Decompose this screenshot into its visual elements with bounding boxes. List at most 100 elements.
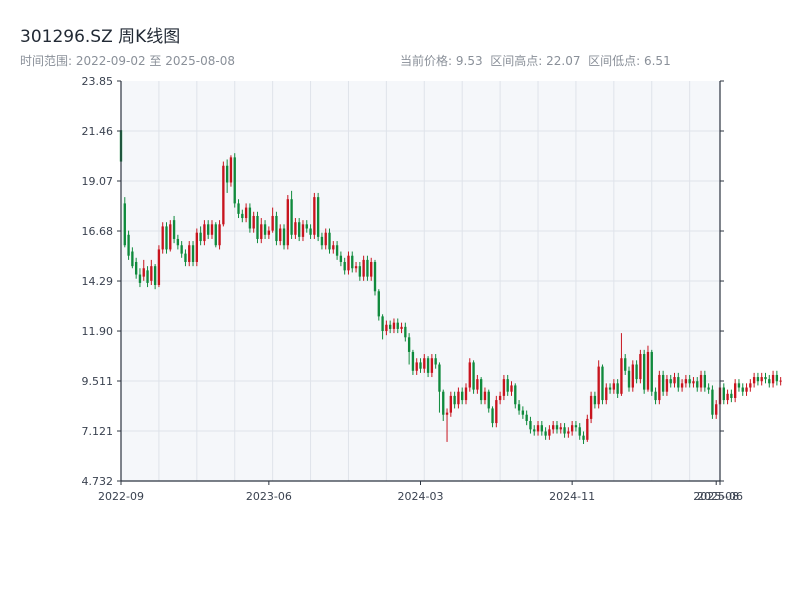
candle bbox=[267, 226, 271, 239]
candle-body bbox=[768, 379, 771, 384]
candle-body bbox=[347, 255, 350, 271]
candle-body bbox=[624, 358, 627, 371]
candle bbox=[533, 425, 536, 436]
candle bbox=[578, 423, 581, 440]
candle-body bbox=[692, 381, 695, 384]
candle-body bbox=[286, 199, 289, 246]
candle-body bbox=[646, 351, 650, 390]
candle bbox=[779, 377, 782, 386]
candle bbox=[472, 360, 475, 394]
candle-body bbox=[309, 228, 312, 235]
candle bbox=[396, 318, 399, 334]
candle bbox=[222, 161, 225, 227]
candle bbox=[464, 383, 468, 405]
candle-body bbox=[419, 362, 422, 369]
candle bbox=[354, 261, 358, 273]
y-tick-label: 7.121 bbox=[82, 425, 114, 438]
candle-body bbox=[483, 391, 487, 401]
candle bbox=[324, 228, 327, 250]
candle-body bbox=[586, 418, 589, 440]
candle-body bbox=[578, 427, 581, 436]
candle-body bbox=[495, 400, 498, 424]
candle-body bbox=[146, 270, 149, 283]
candle bbox=[563, 423, 566, 438]
y-tick-label: 9.511 bbox=[82, 375, 114, 388]
candle-body bbox=[366, 259, 369, 277]
candle-body bbox=[582, 435, 585, 440]
candle-body bbox=[627, 370, 631, 388]
candle-body bbox=[252, 215, 255, 229]
candle-body bbox=[574, 425, 578, 428]
candle-body bbox=[328, 232, 331, 250]
candle-body bbox=[335, 245, 339, 256]
candle bbox=[510, 381, 513, 396]
candle-body bbox=[589, 395, 593, 419]
candle-body bbox=[563, 427, 566, 434]
candle-body bbox=[658, 374, 661, 401]
candle-body bbox=[552, 425, 555, 430]
candle-body bbox=[271, 215, 274, 231]
candle-body bbox=[715, 404, 718, 415]
candle bbox=[419, 358, 422, 373]
candle-body bbox=[358, 266, 362, 277]
candle bbox=[457, 387, 460, 409]
candle bbox=[351, 251, 354, 273]
candle bbox=[332, 241, 335, 254]
candle-body bbox=[218, 224, 221, 246]
candle-body bbox=[559, 427, 562, 430]
candle-body bbox=[142, 268, 145, 277]
candle-body bbox=[203, 224, 206, 242]
candle-body bbox=[282, 228, 286, 246]
candle bbox=[601, 364, 604, 405]
candle-body bbox=[756, 377, 760, 382]
candle bbox=[123, 197, 126, 248]
candle bbox=[616, 379, 619, 398]
candle-body bbox=[396, 322, 399, 329]
candle-body bbox=[400, 326, 403, 329]
candle-body bbox=[567, 431, 570, 434]
candle-body bbox=[332, 245, 335, 250]
candle bbox=[362, 255, 365, 281]
y-tick-label: 11.90 bbox=[82, 325, 114, 338]
candle bbox=[733, 379, 737, 403]
candle bbox=[237, 199, 240, 219]
candle-body bbox=[491, 408, 494, 424]
candle bbox=[210, 220, 214, 239]
candle bbox=[715, 400, 718, 419]
candle-body bbox=[464, 387, 468, 401]
candle-body bbox=[461, 391, 464, 401]
candle bbox=[760, 372, 763, 386]
candle bbox=[263, 220, 267, 239]
candle bbox=[752, 372, 756, 388]
candle bbox=[639, 349, 642, 384]
candle bbox=[768, 374, 771, 388]
candle bbox=[703, 370, 707, 392]
candle bbox=[328, 228, 331, 254]
candle bbox=[438, 362, 441, 413]
candle-body bbox=[707, 387, 710, 390]
candle bbox=[290, 190, 293, 239]
candle bbox=[373, 259, 377, 296]
candle bbox=[301, 220, 305, 242]
candle-body bbox=[407, 337, 411, 352]
candle bbox=[165, 222, 168, 254]
candle bbox=[552, 420, 555, 434]
candle-body bbox=[597, 366, 600, 405]
candle bbox=[449, 391, 453, 417]
candle-body bbox=[684, 379, 688, 384]
candle-body bbox=[635, 364, 638, 380]
candle bbox=[370, 257, 373, 281]
candle-body bbox=[279, 228, 282, 242]
candle bbox=[737, 379, 741, 392]
x-axis-ticks: 2022-09 2023-06 2024-03 2024-11 2025-082025-… bbox=[98, 481, 743, 503]
candle-body bbox=[699, 374, 703, 388]
candle bbox=[620, 333, 623, 396]
candle bbox=[491, 406, 494, 428]
candle-body bbox=[199, 232, 202, 242]
candle-body bbox=[388, 324, 392, 329]
candle bbox=[153, 264, 157, 290]
x-tick-label: 2024-03 bbox=[398, 490, 444, 503]
candle bbox=[241, 209, 244, 223]
candle-body bbox=[696, 381, 699, 388]
